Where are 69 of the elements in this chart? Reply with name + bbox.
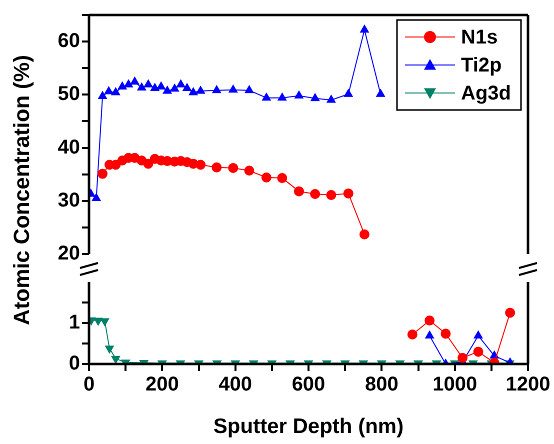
x-tick-label: 600 [292,374,326,396]
point [176,80,186,88]
legend-label: Ti2p [461,54,502,77]
x-tick-label: 800 [364,374,398,396]
y-tick-label: 40 [58,136,80,158]
y-tick-label: 30 [58,189,80,212]
legend-label: Ag3d [461,82,511,105]
point [343,188,354,198]
point [228,162,238,173]
point [124,80,133,88]
x-tick-label: 1200 [506,374,550,396]
point [294,186,304,196]
point [212,162,222,172]
point [424,316,435,326]
point [294,90,304,98]
point [261,172,272,183]
point [228,84,238,93]
point [310,188,320,199]
point [182,83,192,92]
legend-label: N1s [461,26,498,49]
x-tick-label: 1000 [432,374,478,396]
point [376,89,385,97]
y-tick-label: 1 [68,312,80,334]
point [278,92,287,101]
point [130,76,140,85]
point [212,85,222,94]
point [98,91,107,100]
y-tick-label: 0 [68,352,80,375]
point [359,229,370,240]
point [143,158,154,169]
point [188,88,198,96]
y-tick-label: 50 [58,83,80,106]
x-tick-label: 200 [145,374,179,396]
point [244,85,254,94]
point [156,82,166,90]
point [344,89,353,97]
point [440,328,451,339]
point [150,83,160,92]
point [162,86,172,94]
y-axis-title: Atomic Concentration (%) [9,54,35,326]
point [196,86,205,94]
y-tick-label: 60 [58,30,80,52]
point [277,173,288,184]
point [326,94,336,103]
y-tick-label: 20 [58,242,80,265]
point [262,92,271,101]
point [473,346,484,357]
point [92,193,101,201]
point [244,166,254,176]
point [407,329,418,340]
point [118,82,127,90]
point [100,318,110,326]
point [170,84,179,92]
point [137,82,146,91]
x-tick-label: 400 [218,374,252,396]
point [111,88,120,96]
point [360,24,369,33]
point [505,308,516,318]
point [98,168,108,179]
point [196,160,206,170]
point [458,352,468,363]
point [326,190,336,200]
point [144,80,153,88]
point [310,93,320,102]
x-tick-label: 0 [83,374,95,396]
point [474,330,483,338]
point [425,330,434,338]
point [104,86,114,94]
x-axis-title: Sputter Depth (nm) [213,415,404,438]
